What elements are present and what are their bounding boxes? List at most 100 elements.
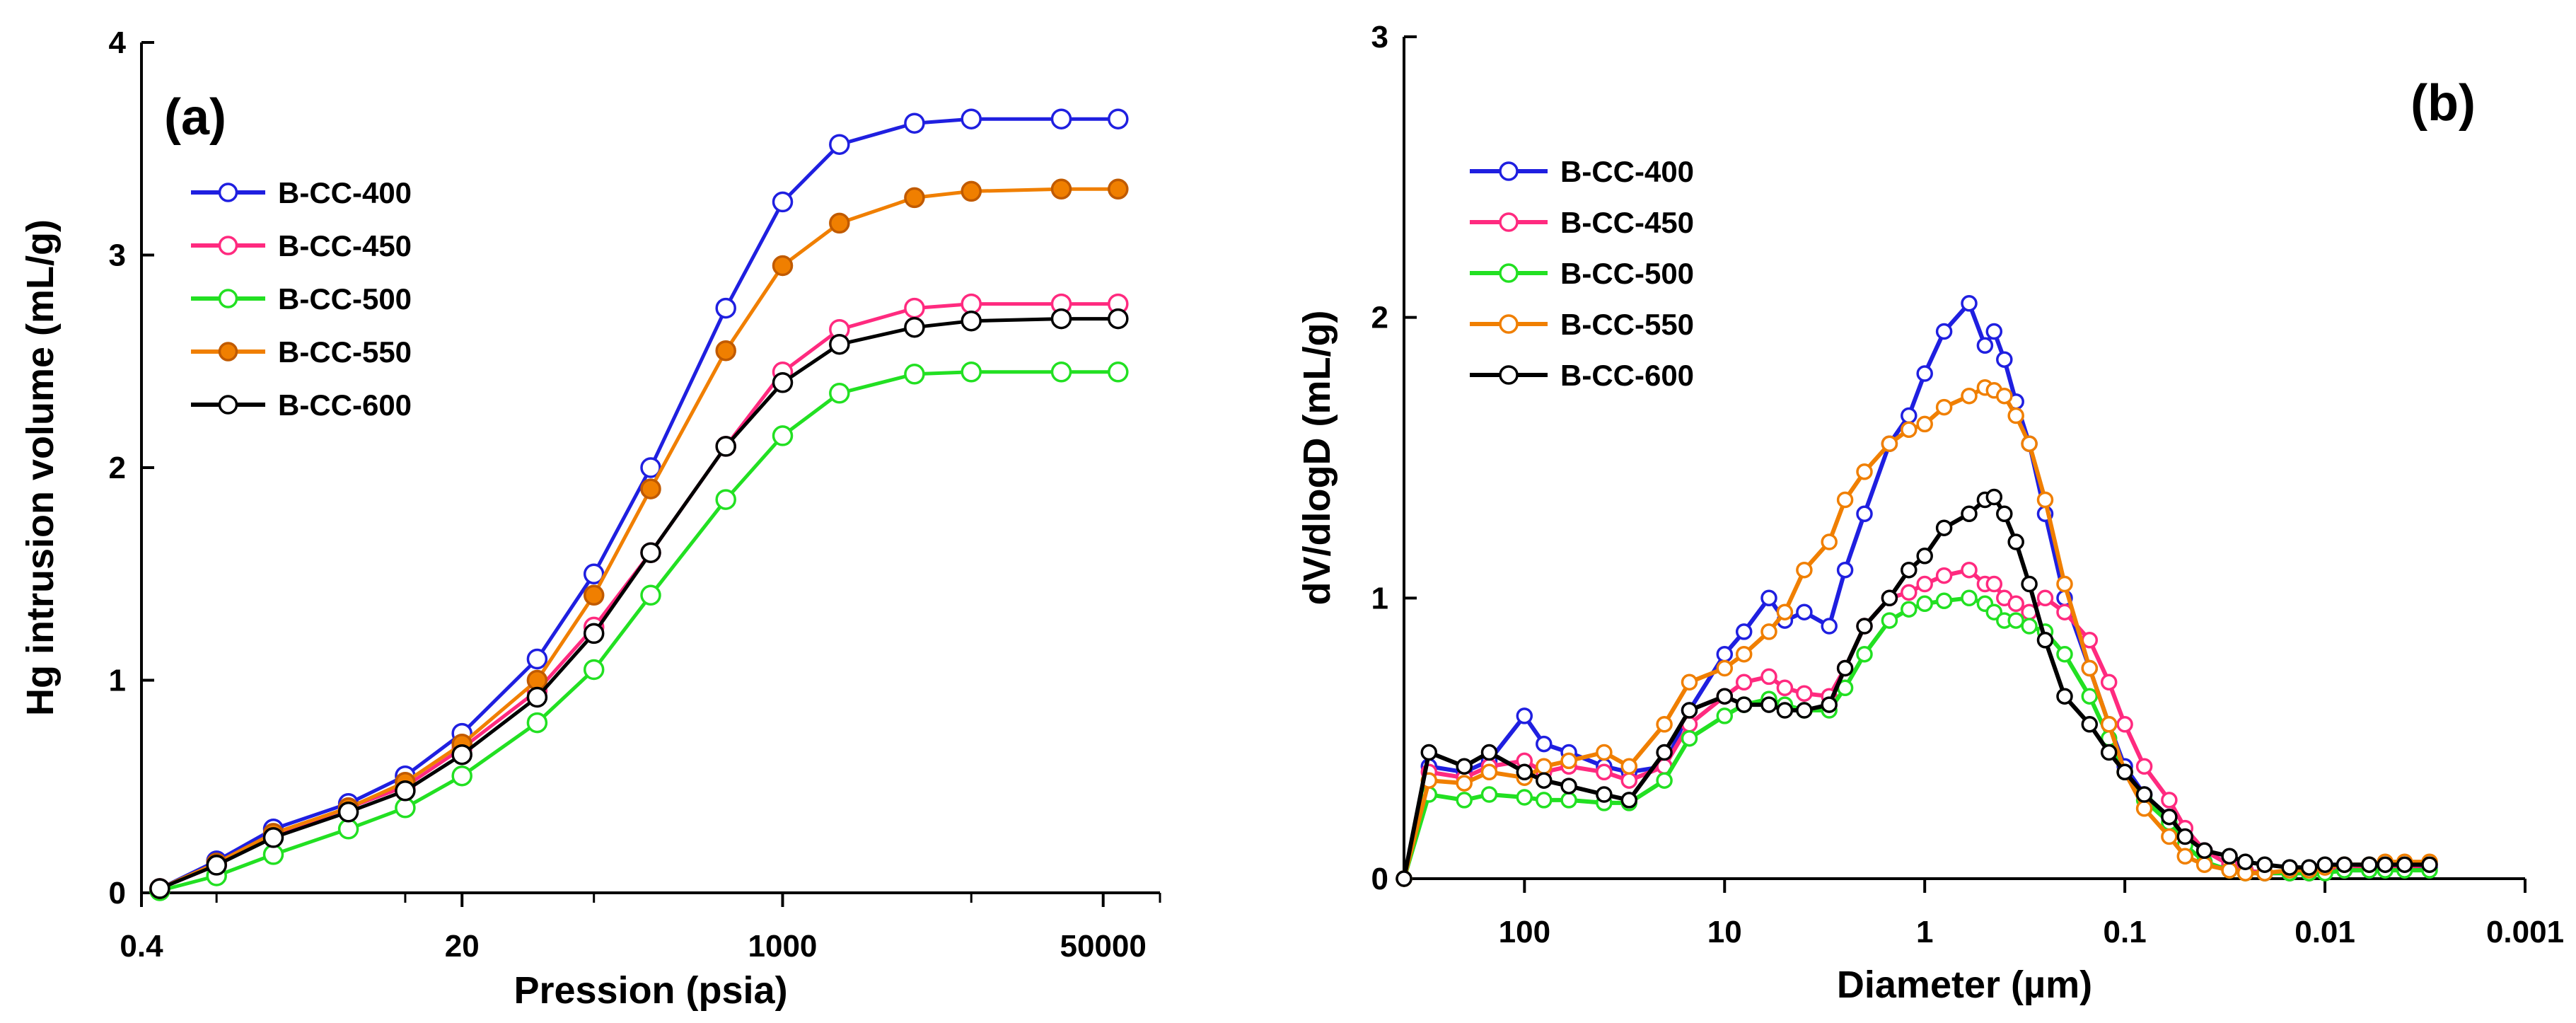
data-point <box>1916 548 1933 565</box>
series-line <box>1402 385 2430 879</box>
y-tick-label: 0 <box>109 876 126 911</box>
data-point <box>2007 407 2024 424</box>
data-point <box>337 802 359 823</box>
data-point <box>1516 763 1533 781</box>
y-tick-label: 3 <box>109 238 126 273</box>
data-point <box>904 297 925 319</box>
data-point <box>2056 575 2073 593</box>
data-point <box>2056 688 2073 705</box>
y-tick-label: 0 <box>1371 862 1388 896</box>
data-point <box>2256 856 2273 873</box>
data-point <box>1996 387 2013 405</box>
data-point <box>1536 758 1553 775</box>
data-point <box>2161 792 2178 809</box>
data-point <box>2377 856 2394 873</box>
data-point <box>1976 337 1994 354</box>
data-point <box>904 187 925 209</box>
data-point <box>2081 659 2099 677</box>
data-point <box>1996 351 2013 368</box>
legend-label: B-CC-450 <box>1560 206 1694 239</box>
legend-marker <box>218 395 238 415</box>
panel-label: (a) <box>164 89 226 146</box>
data-point <box>2081 716 2099 733</box>
legend-entry: B-CC-450 <box>1470 206 1694 239</box>
data-point <box>2056 645 2073 663</box>
legend-marker <box>1499 365 1519 385</box>
x-tick-label: 50000 <box>1060 929 1147 964</box>
series-line <box>158 317 1118 891</box>
series-line <box>159 370 1118 893</box>
data-point <box>583 659 605 681</box>
data-point <box>526 648 548 670</box>
data-point <box>640 542 661 563</box>
data-point <box>1935 519 1953 536</box>
data-point <box>1536 735 1553 753</box>
series-line <box>1402 596 2430 879</box>
data-point <box>2036 589 2054 607</box>
legend-marker <box>218 342 238 362</box>
data-point <box>1716 659 1734 677</box>
data-point <box>206 855 227 876</box>
data-point <box>2176 828 2194 845</box>
legend-label: B-CC-500 <box>278 282 412 316</box>
data-point <box>961 310 982 332</box>
data-point <box>715 436 736 457</box>
x-axis-label: Diameter (µm) <box>1837 964 2092 1006</box>
data-point <box>1735 674 1753 691</box>
series-b-cc-400 <box>149 108 1129 899</box>
data-point <box>2421 856 2438 873</box>
data-point <box>2116 763 2133 781</box>
data-point <box>1881 612 1898 629</box>
series-b-cc-550 <box>1396 379 2438 887</box>
data-point <box>1821 696 1838 713</box>
chart-panel-2: 100 10 1 0.1 0.01 0.001 0 1 2 3 Diameter (µm) dV/dl… <box>1296 20 2564 1006</box>
data-point <box>715 297 736 319</box>
data-point <box>772 372 794 393</box>
legend-label: B-CC-450 <box>278 229 412 262</box>
data-point <box>526 712 548 734</box>
series-line <box>1402 567 2430 879</box>
data-point <box>1985 488 2003 506</box>
data-point <box>772 191 794 213</box>
x-tick-label: 0.1 <box>2104 915 2147 949</box>
data-point <box>1620 792 1638 809</box>
legend-label: B-CC-550 <box>1560 308 1694 341</box>
data-point <box>715 489 736 510</box>
data-point <box>1796 685 1813 702</box>
data-point <box>1050 178 1072 200</box>
data-point <box>1821 618 1838 635</box>
data-point <box>1796 702 1813 719</box>
y-axis-label: Hg intrusion volume (mL/g) <box>19 219 62 716</box>
panel-label: (b) <box>2410 75 2476 132</box>
data-point <box>1480 786 1498 803</box>
data-point <box>2021 435 2038 452</box>
data-point <box>1108 362 1129 383</box>
legend-marker <box>1499 314 1519 334</box>
data-point <box>2116 716 2133 733</box>
data-point <box>262 844 284 865</box>
data-point <box>583 584 605 606</box>
data-point <box>1716 688 1734 705</box>
data-point <box>2036 491 2054 509</box>
data-point <box>1836 561 1854 579</box>
data-point <box>451 744 472 765</box>
data-point <box>1716 645 1734 663</box>
x-tick-label: 1 <box>1916 915 1933 949</box>
data-point <box>337 819 359 840</box>
legend-label: B-CC-600 <box>1560 359 1694 392</box>
data-point <box>640 478 661 499</box>
data-point <box>1480 763 1498 781</box>
data-point <box>1108 108 1129 129</box>
data-point <box>961 180 982 202</box>
data-point <box>1935 592 1953 610</box>
data-point <box>1916 415 1933 433</box>
data-point <box>1050 308 1072 330</box>
data-point <box>1961 505 1978 523</box>
data-point <box>1856 463 1873 480</box>
legend-entry: B-CC-500 <box>1470 257 1694 290</box>
data-point <box>1536 772 1553 789</box>
data-point <box>2361 856 2378 873</box>
data-point <box>2007 595 2024 613</box>
data-point <box>829 134 850 155</box>
chart-panel-1: 0.4 20 1000 50000 0 1 2 3 4 Pression (psia) Hg int… <box>19 25 1161 1012</box>
